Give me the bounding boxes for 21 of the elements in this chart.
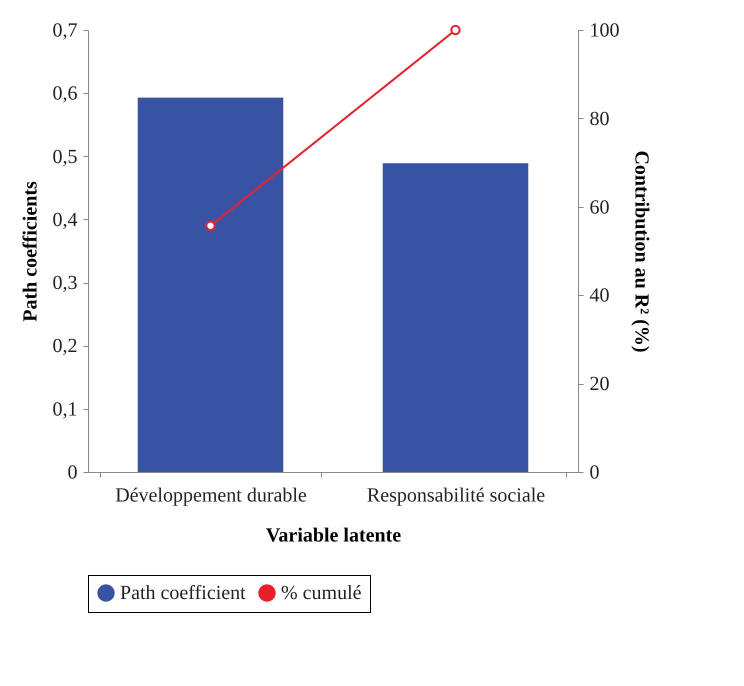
y2-axis-title: Contribution au R² (%): [630, 150, 652, 353]
y-tick-label: 0,5: [52, 146, 78, 168]
y-tick-label: 0: [68, 462, 78, 484]
y-tick-label: 0,3: [52, 272, 78, 294]
y-axis-title: Path coefficients: [20, 181, 42, 322]
y-tick-label: 0,7: [52, 20, 78, 42]
x-tick-label: Développement durable: [115, 484, 307, 506]
y-tick-label: 0,2: [52, 335, 78, 358]
y2-tick-label: 80: [590, 108, 610, 130]
legend-label: Path coefficient: [120, 582, 246, 604]
y-tick-label: 0,6: [52, 82, 78, 105]
y2-tick-label: 100: [590, 20, 620, 42]
y-tick-label: 0,4: [52, 208, 78, 231]
legend-label: % cumulé: [281, 582, 362, 604]
y2-tick-label: 60: [590, 196, 610, 218]
y2-tick-label: 40: [590, 284, 610, 307]
x-tick-label: Responsabilité sociale: [366, 484, 546, 506]
y2-tick-label: 20: [590, 373, 610, 396]
y2-tick-label: 0: [590, 462, 600, 484]
x-axis-title: Variable latente: [266, 524, 402, 546]
y-tick-label: 0,1: [52, 398, 78, 420]
